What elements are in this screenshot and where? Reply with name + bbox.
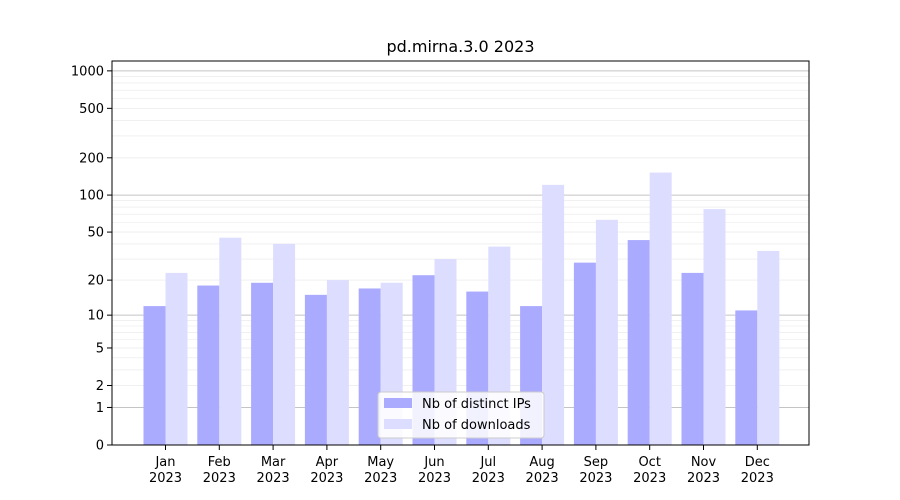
y-tick-label: 1 — [96, 401, 104, 416]
bar-downloads — [757, 250, 780, 445]
x-tick-label-year: 2023 — [364, 471, 397, 486]
x-tick-label-month: Jun — [423, 455, 444, 470]
x-tick-label-year: 2023 — [203, 471, 236, 486]
chart-title: pd.mirna.3.0 2023 — [386, 37, 534, 56]
bar-distinct-ips — [197, 285, 220, 445]
x-tick-label-month: Feb — [208, 455, 231, 470]
x-tick-label-month: Apr — [316, 455, 339, 470]
y-tick-label: 0 — [96, 439, 104, 454]
x-tick-label-year: 2023 — [149, 471, 182, 486]
bar-distinct-ips — [681, 272, 704, 445]
x-tick-label-month: Dec — [745, 455, 770, 470]
legend-label: Nb of downloads — [422, 418, 531, 433]
legend-swatch — [384, 419, 412, 429]
x-tick-label-month: Nov — [691, 455, 717, 470]
legend-swatch — [384, 398, 412, 408]
legend-label: Nb of distinct IPs — [422, 397, 531, 412]
bar-downloads — [595, 219, 618, 445]
y-tick-label: 20 — [87, 274, 104, 289]
y-tick-label: 5 — [96, 341, 104, 356]
bar-downloads — [219, 237, 242, 445]
bar-distinct-ips — [735, 310, 758, 445]
x-tick-label-month: May — [367, 455, 394, 470]
x-tick-label-month: Oct — [638, 455, 660, 470]
bar-distinct-ips — [358, 288, 381, 445]
x-tick-label-month: Aug — [529, 455, 554, 470]
x-tick-label-year: 2023 — [526, 471, 559, 486]
x-tick-label-year: 2023 — [472, 471, 505, 486]
x-tick-label-year: 2023 — [633, 471, 666, 486]
y-tick-label: 50 — [87, 226, 104, 241]
x-tick-label-year: 2023 — [579, 471, 612, 486]
x-axis: Jan2023Feb2023Mar2023Apr2023May2023Jun20… — [149, 445, 774, 486]
legend-box — [377, 391, 545, 439]
bar-downloads — [165, 272, 188, 445]
x-tick-label-year: 2023 — [418, 471, 451, 486]
bar-downloads — [703, 209, 726, 445]
x-tick-label-year: 2023 — [310, 471, 343, 486]
plot-frame — [111, 60, 810, 446]
y-tick-label: 200 — [79, 151, 104, 166]
y-tick-label: 2 — [96, 379, 104, 394]
bar-downloads — [273, 243, 296, 445]
y-axis: 0 1 2 5 10 20 50 100 200 500 1000 — [71, 64, 112, 454]
x-tick-label-month: Jan — [154, 455, 175, 470]
y-tick-label: 500 — [79, 102, 104, 117]
x-tick-label-year: 2023 — [687, 471, 720, 486]
bar-distinct-ips — [573, 262, 596, 445]
y-tick-label: 1000 — [71, 64, 104, 79]
bar-distinct-ips — [251, 282, 274, 445]
x-tick-label-month: Mar — [261, 455, 286, 470]
bar-downloads — [326, 280, 349, 445]
bar-distinct-ips — [143, 306, 166, 445]
bar-downloads — [542, 184, 565, 445]
x-tick-label-month: Jul — [479, 455, 496, 470]
x-tick-label-month: Sep — [584, 455, 609, 470]
x-tick-label-year: 2023 — [741, 471, 774, 486]
legend: Nb of distinct IPs Nb of downloads — [377, 391, 545, 439]
y-tick-label: 10 — [87, 309, 104, 324]
bar-distinct-ips — [304, 294, 327, 445]
x-tick-label-year: 2023 — [257, 471, 290, 486]
bar-distinct-ips — [627, 240, 650, 445]
bar-downloads — [649, 172, 672, 446]
y-tick-label: 100 — [79, 189, 104, 204]
